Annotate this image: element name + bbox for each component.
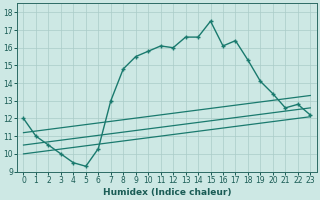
X-axis label: Humidex (Indice chaleur): Humidex (Indice chaleur): [103, 188, 231, 197]
